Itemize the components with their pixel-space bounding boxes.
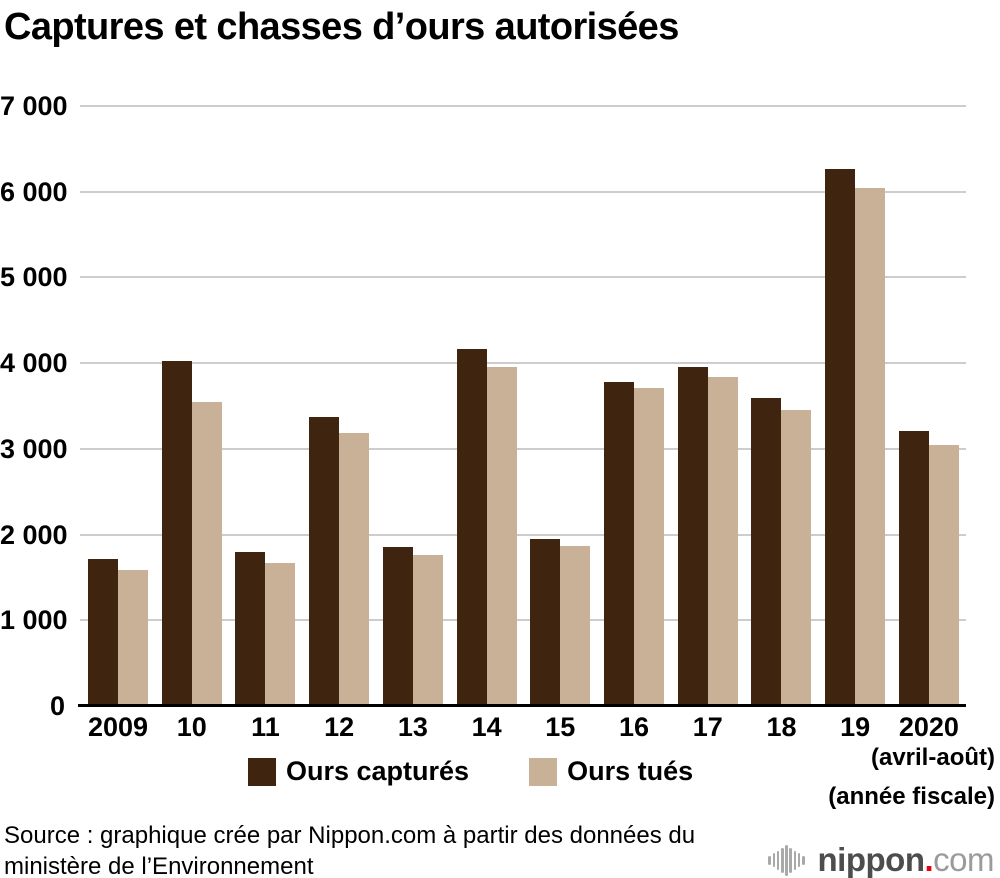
gridline-2000	[80, 533, 966, 536]
y-tick-label-3000: 3 000	[0, 433, 68, 464]
bar-group-19: 19	[825, 106, 886, 742]
legend: Ours capturés Ours tués	[248, 756, 693, 787]
gridline-1000	[80, 619, 966, 622]
source-line-1: Source : graphique crée par Nippon.com à…	[4, 822, 696, 849]
x-tick-label-10: 10	[176, 712, 207, 742]
legend-label-captured: Ours capturés	[286, 756, 470, 786]
bar-killed-15	[560, 545, 591, 706]
bar-group-2020: 2020	[898, 106, 959, 742]
bar-captured-10	[161, 361, 192, 706]
y-tick-label-7000: 7 000	[0, 91, 68, 121]
bar-group-12: 12	[309, 106, 370, 742]
bar-group-16: 16	[604, 106, 665, 742]
x-tick-label-17: 17	[692, 712, 723, 742]
y-tick-label-4000: 4 000	[0, 348, 68, 379]
nippon-logo: nippon.com	[768, 841, 994, 878]
y-tick-label-2000: 2 000	[0, 519, 68, 550]
y-tick-label-6000: 6 000	[0, 176, 68, 207]
x-axis-note-period: (avril-août)	[870, 744, 995, 771]
gridline-7000	[80, 105, 966, 107]
bar-captured-2009	[88, 558, 118, 706]
x-tick-label-12: 12	[324, 712, 355, 742]
bar-group-14: 14	[456, 106, 517, 742]
bar-killed-16	[634, 388, 665, 706]
gridline-3000	[80, 447, 966, 450]
gridline-4000	[80, 362, 966, 365]
bar-killed-12	[339, 433, 370, 706]
bar-captured-15	[530, 538, 561, 706]
bar-captured-16	[604, 382, 635, 706]
x-tick-label-2020: 2020	[898, 712, 959, 742]
x-tick-label-11: 11	[251, 712, 280, 742]
x-tick-label-2009: 2009	[87, 712, 149, 742]
nippon-logo-text: nippon.com	[817, 841, 995, 878]
x-axis-line	[78, 704, 966, 707]
bar-captured-19	[825, 168, 856, 706]
bar-killed-2020	[928, 445, 959, 706]
legend-label-killed: Ours tués	[567, 756, 694, 786]
x-tick-label-16: 16	[619, 712, 650, 742]
bar-captured-14	[456, 349, 487, 706]
bar-killed-2009	[118, 569, 148, 706]
bars-row: 2009 10 11 12 13 14 15 16 17 18 19 2020	[88, 106, 959, 742]
x-tick-label-14: 14	[471, 712, 502, 742]
bar-group-15: 15	[530, 106, 591, 742]
x-tick-label-15: 15	[545, 712, 576, 742]
bar-killed-18	[781, 410, 812, 706]
bar-group-10: 10	[161, 106, 222, 742]
bar-group-11: 11	[235, 106, 296, 742]
bar-killed-17	[707, 376, 738, 706]
source-note: Source : graphique crée par Nippon.com à…	[4, 820, 695, 878]
y-tick-label-0: 0	[49, 691, 65, 721]
bar-captured-18	[751, 398, 782, 706]
x-axis-note-fiscal-year: (année fiscale)	[828, 783, 995, 810]
bar-group-2009: 2009	[88, 106, 148, 742]
bar-killed-19	[855, 188, 886, 706]
bar-captured-13	[382, 546, 413, 706]
bar-group-17: 17	[677, 106, 738, 742]
y-tick-label-1000: 1 000	[0, 605, 68, 636]
x-tick-label-18: 18	[766, 712, 797, 742]
bar-captured-11	[235, 551, 266, 706]
source-line-2: ministère de l’Environnement	[4, 853, 314, 878]
bar-killed-11	[265, 562, 296, 706]
bar-killed-13	[412, 555, 443, 706]
y-axis: 0 1 000 2 000 3 000 4 000 5 000 6 000 7 000	[0, 91, 68, 721]
gridline-5000	[80, 276, 966, 279]
y-tick-label-5000: 5 000	[0, 262, 68, 293]
legend-swatch-killed	[529, 757, 558, 786]
nippon-logo-bars-icon	[768, 843, 805, 877]
bar-killed-10	[191, 401, 222, 706]
bar-captured-17	[677, 367, 708, 706]
x-tick-label-19: 19	[840, 712, 871, 742]
chart-title: Captures et chasses d’ours autorisées	[4, 6, 679, 48]
bar-group-13: 13	[382, 106, 443, 742]
legend-item-killed: Ours tués	[529, 756, 693, 787]
bar-group-18: 18	[751, 106, 812, 742]
gridline-6000	[80, 190, 966, 193]
legend-item-captured: Ours capturés	[248, 756, 469, 787]
legend-swatch-captured	[248, 757, 276, 786]
plot-area: 2009 10 11 12 13 14 15 16 17 18 19 2020	[78, 105, 966, 742]
bar-captured-12	[309, 417, 340, 706]
bar-captured-2020	[898, 430, 929, 706]
bar-killed-14	[486, 367, 517, 706]
x-tick-label-13: 13	[397, 712, 428, 742]
